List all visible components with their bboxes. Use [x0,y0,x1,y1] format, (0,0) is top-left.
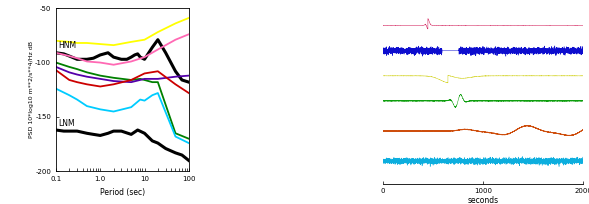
X-axis label: seconds: seconds [468,196,498,204]
Text: HNM: HNM [58,41,76,50]
X-axis label: Period (sec): Period (sec) [100,188,145,197]
Y-axis label: PSD 10*log10 m**2/s**4/Hz dB: PSD 10*log10 m**2/s**4/Hz dB [29,41,34,138]
Text: LNM: LNM [58,119,74,128]
